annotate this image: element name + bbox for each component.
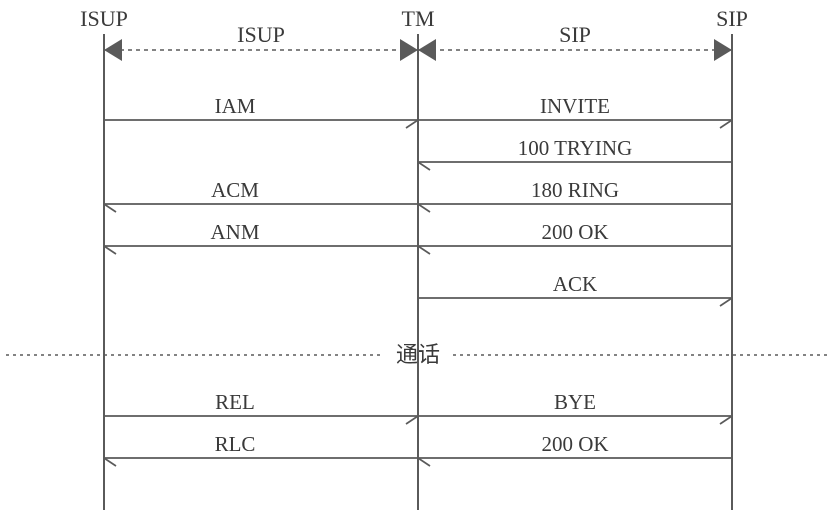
message-arrowhead-6 — [418, 246, 430, 254]
message-arrowhead-10 — [104, 458, 116, 466]
message-arrowhead-5 — [104, 246, 116, 254]
domain-label-left: ISUP — [237, 22, 285, 47]
domain-arrow-right — [714, 39, 732, 61]
domain-label-right: SIP — [559, 22, 591, 47]
message-arrowhead-1 — [720, 120, 732, 128]
domain-arrow-center-right — [418, 39, 436, 61]
message-label-9: BYE — [554, 390, 596, 414]
sequence-diagram: ISUP TM SIP ISUP SIP IAM INVITE 100 TRYING ACM 18… — [0, 0, 837, 524]
message-label-7: ACK — [553, 272, 597, 296]
call-divider-label: 通话 — [396, 342, 440, 367]
message-label-0: IAM — [215, 94, 256, 118]
lifeline-header-tm: TM — [402, 6, 435, 31]
domain-arrow-center-left — [400, 39, 418, 61]
message-label-10: RLC — [215, 432, 256, 456]
message-label-8: REL — [215, 390, 255, 414]
message-label-3: ACM — [211, 178, 259, 202]
message-arrowhead-8 — [406, 416, 418, 424]
message-arrowhead-0 — [406, 120, 418, 128]
message-label-5: ANM — [210, 220, 259, 244]
message-label-6: 200 OK — [541, 220, 608, 244]
lifeline-header-isup: ISUP — [80, 6, 128, 31]
message-arrowhead-3 — [104, 204, 116, 212]
message-label-11: 200 OK — [541, 432, 608, 456]
message-arrowhead-4 — [418, 204, 430, 212]
domain-arrow-left — [104, 39, 122, 61]
message-arrowhead-9 — [720, 416, 732, 424]
message-arrowhead-11 — [418, 458, 430, 466]
message-label-1: INVITE — [540, 94, 610, 118]
message-arrowhead-2 — [418, 162, 430, 170]
message-label-4: 180 RING — [531, 178, 619, 202]
lifeline-header-sip: SIP — [716, 6, 748, 31]
message-label-2: 100 TRYING — [518, 136, 633, 160]
message-arrowhead-7 — [720, 298, 732, 306]
